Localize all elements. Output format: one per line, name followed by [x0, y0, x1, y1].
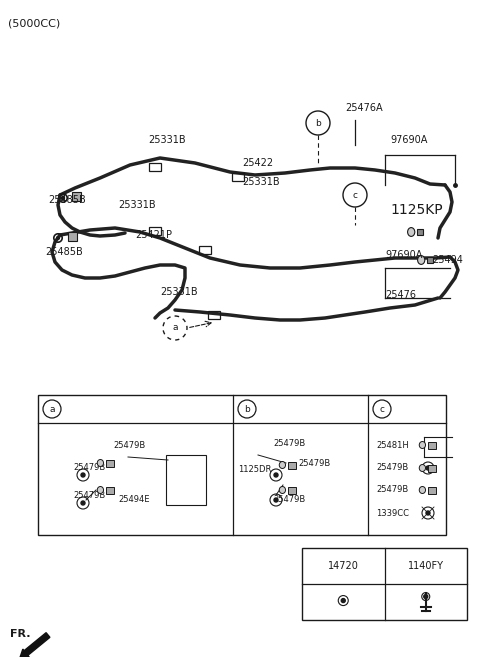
- Bar: [106, 459, 114, 466]
- Text: c: c: [380, 405, 384, 413]
- Text: 25479B: 25479B: [376, 463, 408, 472]
- Bar: [417, 229, 423, 235]
- Text: 25331B: 25331B: [160, 287, 198, 297]
- Text: 1339CC: 1339CC: [376, 509, 409, 518]
- Text: 25422: 25422: [242, 158, 273, 168]
- Text: (5000CC): (5000CC): [8, 18, 60, 28]
- Bar: [427, 257, 433, 263]
- Ellipse shape: [419, 442, 426, 449]
- Ellipse shape: [97, 486, 104, 493]
- Circle shape: [81, 501, 85, 505]
- Text: 25479B: 25479B: [73, 463, 105, 472]
- Text: 25479B: 25479B: [273, 438, 305, 447]
- Bar: [428, 486, 436, 493]
- Text: FR.: FR.: [10, 629, 31, 639]
- Text: 25479B: 25479B: [113, 440, 145, 449]
- Text: 25476: 25476: [385, 290, 416, 300]
- Text: 25476A: 25476A: [345, 103, 383, 113]
- Ellipse shape: [419, 486, 426, 493]
- Text: 1125KP: 1125KP: [390, 203, 443, 217]
- Circle shape: [57, 237, 60, 239]
- Circle shape: [274, 473, 278, 477]
- Text: a: a: [49, 405, 55, 413]
- Text: 25421P: 25421P: [135, 230, 172, 240]
- Text: 25331B: 25331B: [242, 177, 280, 187]
- Bar: [199, 246, 211, 254]
- Text: b: b: [244, 405, 250, 413]
- Text: 25331B: 25331B: [148, 135, 186, 145]
- Text: 25331B: 25331B: [118, 200, 156, 210]
- Circle shape: [426, 511, 430, 515]
- Text: 1125DR: 1125DR: [238, 466, 271, 474]
- Text: 25479B: 25479B: [273, 495, 305, 505]
- Circle shape: [274, 498, 278, 502]
- Ellipse shape: [419, 464, 426, 472]
- Bar: [428, 442, 436, 449]
- Bar: [68, 232, 77, 241]
- Circle shape: [61, 196, 64, 200]
- Ellipse shape: [279, 461, 286, 468]
- Ellipse shape: [97, 459, 104, 466]
- Ellipse shape: [279, 486, 286, 493]
- Ellipse shape: [418, 256, 425, 264]
- Text: 97690A: 97690A: [385, 250, 422, 260]
- FancyArrow shape: [20, 633, 50, 657]
- Bar: [428, 464, 436, 472]
- Bar: [106, 486, 114, 493]
- Bar: [232, 173, 244, 181]
- Circle shape: [426, 466, 430, 470]
- Text: 25494E: 25494E: [118, 495, 149, 505]
- Bar: [149, 227, 161, 235]
- Bar: [302, 548, 467, 620]
- Bar: [166, 455, 206, 505]
- Text: 25485B: 25485B: [48, 195, 86, 205]
- Text: 25481H: 25481H: [376, 440, 409, 449]
- Text: 14720: 14720: [328, 561, 359, 571]
- Text: 25479B: 25479B: [298, 459, 330, 468]
- Circle shape: [81, 473, 85, 477]
- Ellipse shape: [408, 227, 415, 237]
- Text: 1140FY: 1140FY: [408, 561, 444, 571]
- Text: 25494: 25494: [432, 255, 463, 265]
- Text: a: a: [172, 323, 178, 332]
- Bar: [208, 311, 220, 319]
- Text: 25479B: 25479B: [376, 486, 408, 495]
- Circle shape: [424, 595, 428, 599]
- Circle shape: [341, 599, 345, 602]
- Bar: [288, 461, 296, 468]
- Text: 97690A: 97690A: [390, 135, 427, 145]
- Bar: [288, 486, 296, 493]
- Bar: [72, 192, 81, 201]
- Text: 25485B: 25485B: [45, 247, 83, 257]
- Text: c: c: [352, 191, 358, 200]
- Text: b: b: [315, 118, 321, 127]
- Text: 25479B: 25479B: [73, 491, 105, 499]
- Bar: [38, 395, 446, 535]
- Bar: [149, 163, 161, 171]
